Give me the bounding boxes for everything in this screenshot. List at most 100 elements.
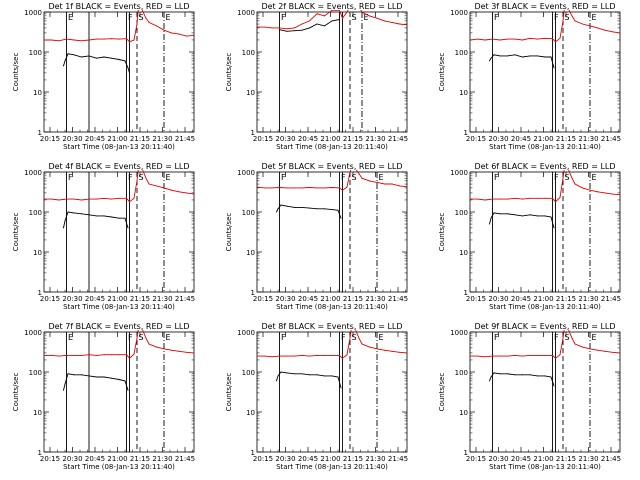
events-data-point bbox=[118, 217, 120, 219]
lld-data-point bbox=[477, 355, 478, 357]
lld-data-point bbox=[44, 354, 45, 356]
lld-data-point bbox=[507, 198, 508, 200]
y-tick-label: 1 bbox=[251, 289, 255, 297]
lld-data-point bbox=[604, 29, 606, 31]
events-data-point bbox=[489, 380, 490, 382]
x-tick-label: 20:15 bbox=[253, 135, 273, 143]
x-tick-label: 21:30 bbox=[152, 295, 172, 303]
y-tick-label: 100 bbox=[29, 209, 42, 217]
events-data-point bbox=[63, 227, 64, 229]
lld-data-point bbox=[537, 354, 538, 356]
y-tick-label: 10 bbox=[246, 409, 255, 417]
x-tick-label: 21:15 bbox=[556, 455, 576, 463]
lld-data-point bbox=[264, 26, 265, 28]
events-data-point bbox=[339, 19, 340, 20]
lld-data-point bbox=[492, 198, 493, 200]
lld-data-point bbox=[552, 354, 553, 356]
lld-data-point bbox=[507, 38, 508, 40]
lld-data-point bbox=[88, 39, 90, 41]
lld-data-point bbox=[492, 38, 493, 40]
lld-data-point bbox=[339, 354, 340, 356]
events-data-point bbox=[507, 213, 508, 215]
chart-title: Det 7f BLACK = Events, RED = LLD bbox=[48, 322, 189, 331]
events-data-point bbox=[514, 214, 516, 216]
lld-data-point bbox=[118, 38, 120, 40]
lld-data-point bbox=[316, 354, 318, 356]
lld-data-point bbox=[406, 186, 407, 188]
lld-data-point bbox=[349, 171, 351, 173]
events-data-point bbox=[103, 215, 105, 217]
lld-data-point bbox=[279, 355, 280, 357]
x-tick-label: 20:30 bbox=[275, 295, 295, 303]
lld-data-point bbox=[339, 187, 340, 189]
lld-data-point bbox=[148, 183, 150, 185]
events-data-point bbox=[309, 27, 310, 29]
marker-label: F bbox=[554, 333, 559, 342]
lld-data-point bbox=[492, 355, 493, 357]
events-data-point bbox=[67, 53, 69, 55]
lld-data-point bbox=[339, 10, 340, 11]
y-tick-label: 1000 bbox=[24, 9, 42, 17]
events-data-point bbox=[280, 204, 282, 206]
marker-label: S bbox=[352, 173, 357, 182]
lld-data-point bbox=[286, 355, 288, 357]
events-data-point bbox=[544, 215, 546, 217]
lld-data-point bbox=[193, 352, 194, 354]
events-data-point bbox=[301, 29, 303, 31]
lld-data-point bbox=[470, 198, 471, 200]
lld-data-point bbox=[186, 351, 187, 353]
events-data-point bbox=[489, 60, 490, 62]
chart-title: Det 2f BLACK = Events, RED = LLD bbox=[261, 2, 402, 11]
lld-data-point bbox=[361, 343, 363, 345]
x-tick-label: 20:45 bbox=[298, 135, 318, 143]
lld-data-point bbox=[271, 27, 273, 29]
x-tick-label: 20:15 bbox=[40, 295, 60, 303]
lld-data-point bbox=[376, 17, 378, 19]
lld-data-point bbox=[301, 354, 303, 356]
y-tick-label: 10 bbox=[246, 249, 255, 257]
events-data-point bbox=[294, 373, 295, 375]
x-tick-label: 21:00 bbox=[320, 295, 340, 303]
lld-data-point bbox=[544, 197, 546, 199]
x-tick-label: 21:15 bbox=[130, 455, 150, 463]
lld-data-point bbox=[66, 198, 67, 200]
lld-data-point bbox=[178, 33, 180, 35]
events-data-point bbox=[493, 54, 495, 56]
y-tick-label: 1000 bbox=[237, 329, 255, 337]
y-tick-label: 1000 bbox=[450, 329, 468, 337]
lld-data-point bbox=[156, 25, 157, 27]
events-data-point bbox=[118, 379, 120, 380]
lld-data-point bbox=[522, 198, 523, 200]
lld-data-point bbox=[406, 24, 407, 26]
y-tick-label: 100 bbox=[455, 369, 468, 377]
lld-data-point bbox=[126, 354, 127, 356]
marker-label: S bbox=[565, 173, 570, 182]
lld-data-point bbox=[324, 354, 325, 356]
marker-label: F bbox=[128, 333, 133, 342]
marker-label: S bbox=[565, 333, 570, 342]
events-data-point bbox=[550, 56, 552, 58]
chart-panel-3: Det 3f BLACK = Events, RED = LLD 1 10 100 10… bbox=[438, 2, 621, 151]
lld-data-point bbox=[294, 187, 295, 189]
y-tick-label: 1 bbox=[38, 289, 42, 297]
x-tick-label: 21:30 bbox=[152, 455, 172, 463]
events-data-point bbox=[529, 55, 531, 57]
lld-data-point bbox=[391, 21, 393, 23]
chart-title: Det 6f BLACK = Events, RED = LLD bbox=[474, 162, 615, 171]
chart-panel-6: Det 6f BLACK = Events, RED = LLD 1 10 100 10… bbox=[438, 162, 621, 311]
lld-data-point bbox=[264, 187, 265, 189]
events-data-point bbox=[127, 67, 129, 69]
x-tick-label: 21:30 bbox=[365, 135, 385, 143]
x-tick-label: 20:30 bbox=[275, 455, 295, 463]
events-series-line bbox=[63, 53, 130, 74]
lld-data-point bbox=[257, 355, 258, 357]
plot-frame bbox=[43, 11, 195, 133]
lld-data-point bbox=[118, 354, 120, 356]
marker-label: F bbox=[554, 173, 559, 182]
lld-data-point bbox=[51, 39, 52, 41]
lld-data-point bbox=[148, 21, 150, 23]
events-data-point bbox=[529, 374, 531, 376]
y-axis-label: Counts/sec bbox=[225, 373, 233, 412]
events-data-point bbox=[277, 208, 279, 210]
y-tick-label: 1 bbox=[464, 129, 468, 137]
